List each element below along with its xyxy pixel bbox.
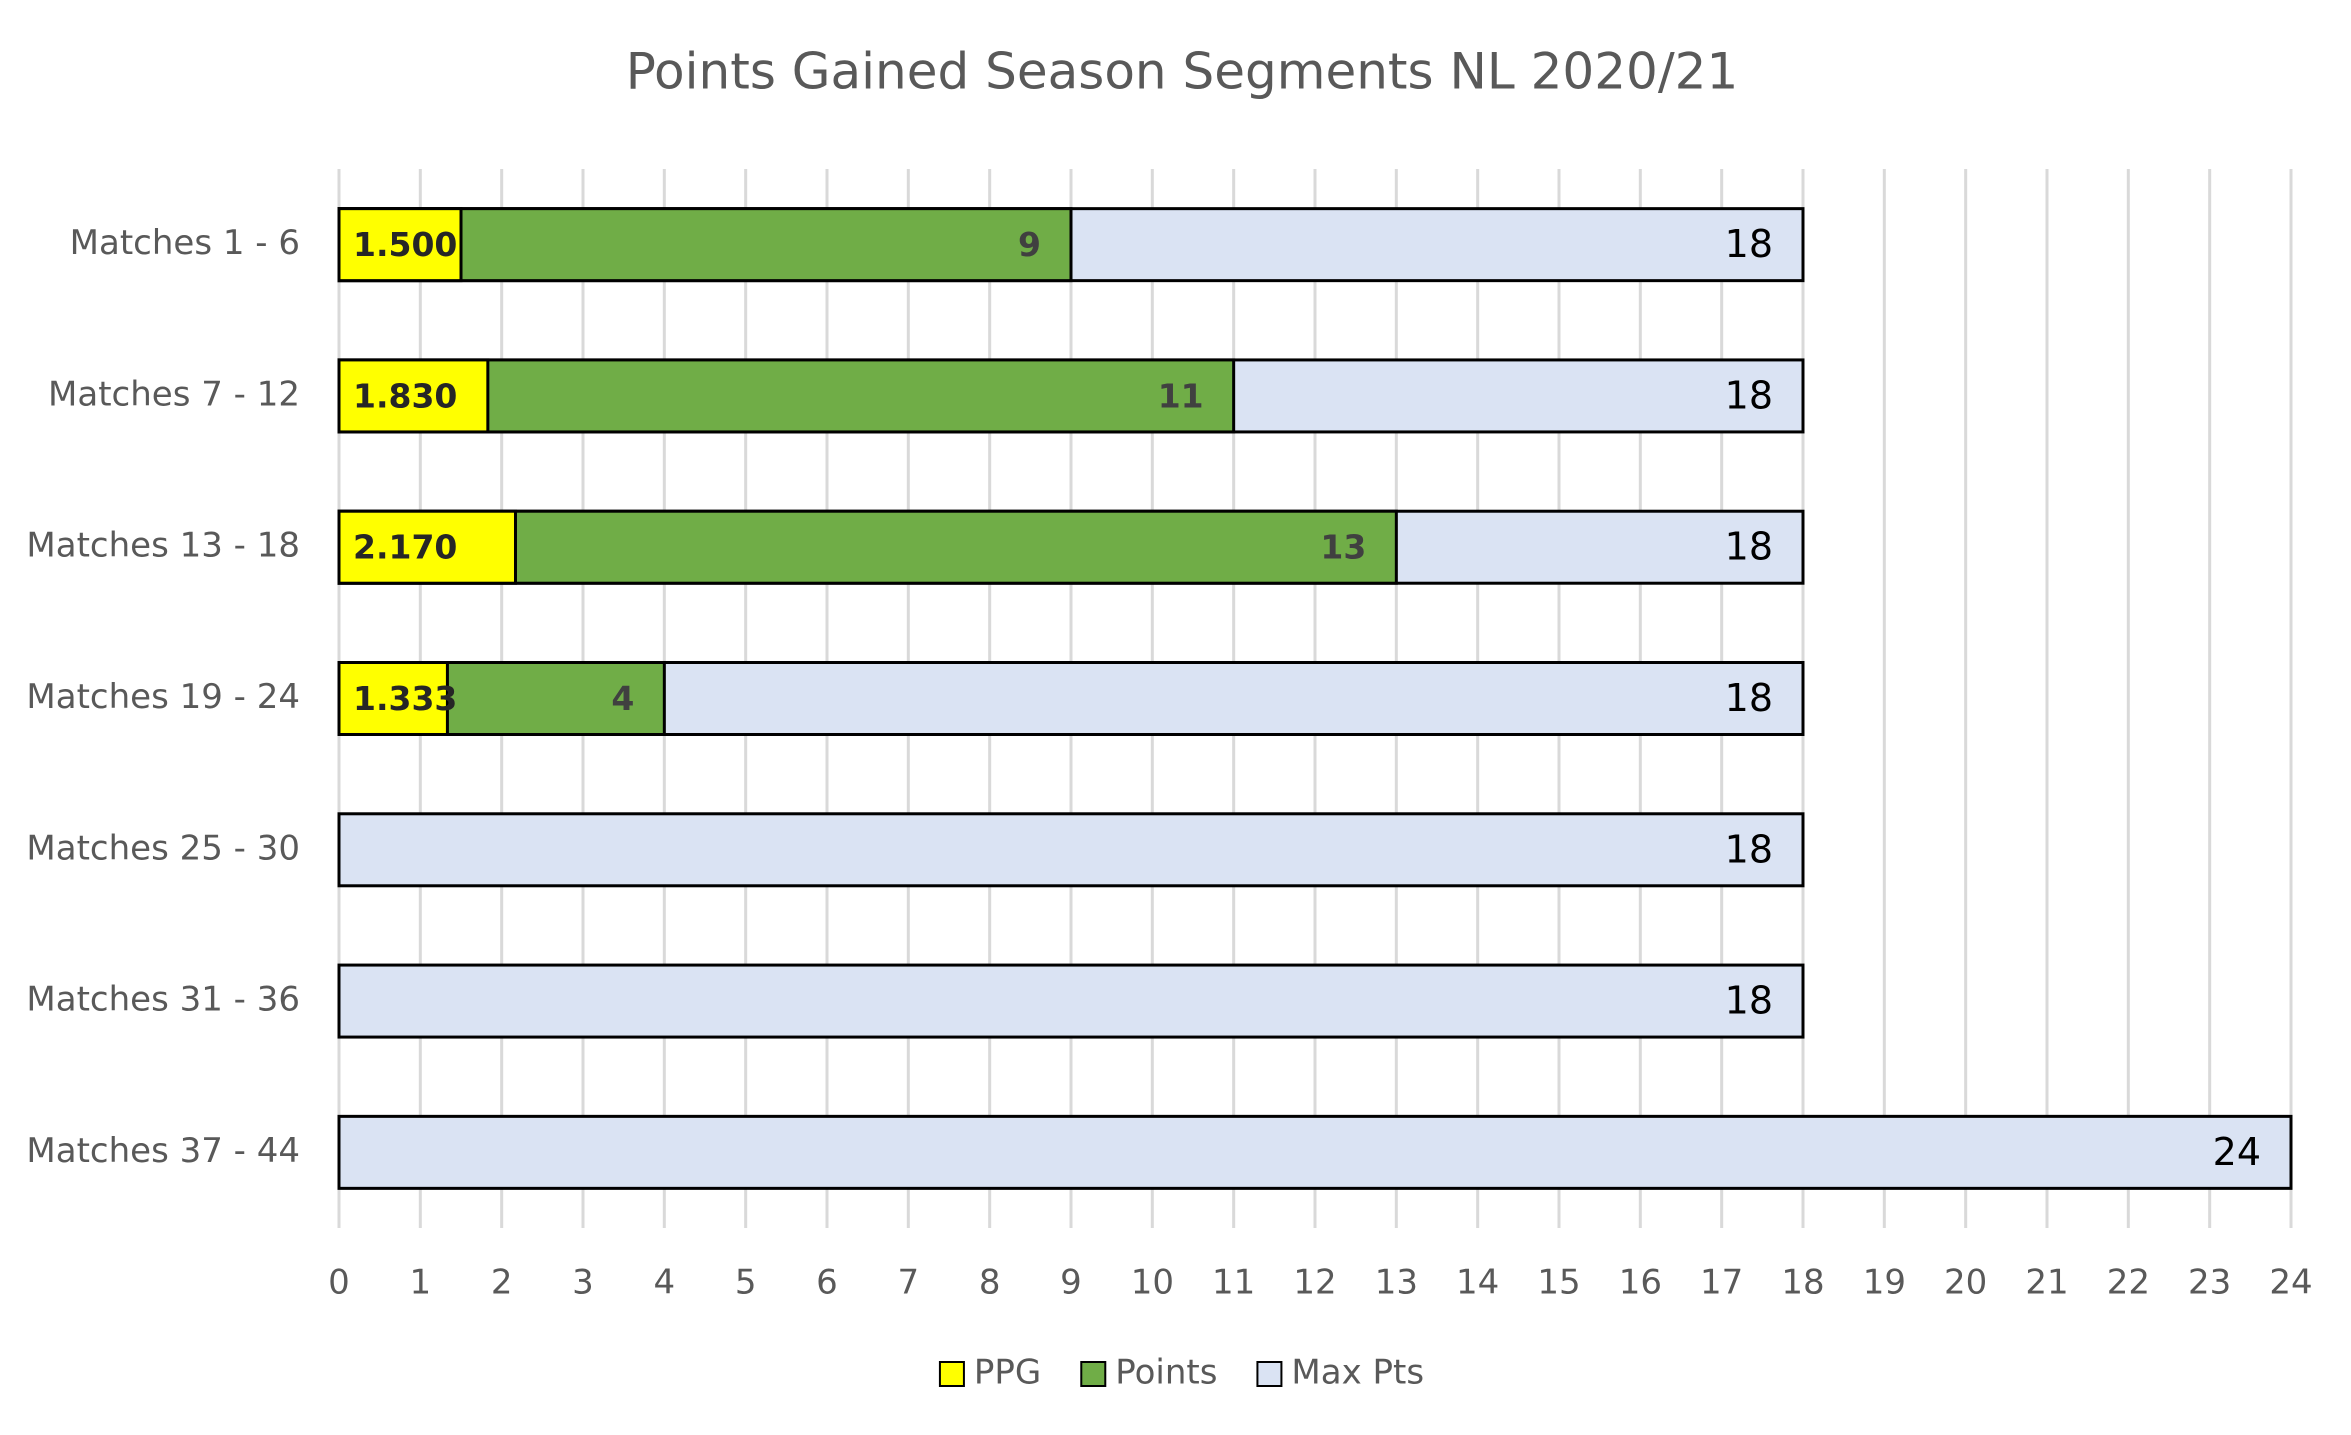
data-label: 1.500 [353, 225, 457, 264]
data-label: 18 [1725, 222, 1773, 266]
data-label: 11 [1158, 376, 1204, 415]
x-tick-label: 2 [491, 1263, 513, 1303]
legend-swatch [938, 1361, 965, 1387]
x-tick-label: 18 [1781, 1263, 1824, 1303]
x-tick-label: 14 [1456, 1263, 1499, 1303]
bar [337, 661, 449, 736]
x-tick-label: 9 [1060, 1263, 1082, 1303]
x-tick-label: 3 [572, 1263, 594, 1303]
bar [337, 509, 517, 585]
x-tick-label: 22 [2107, 1263, 2150, 1303]
x-tick-label: 19 [1863, 1263, 1906, 1303]
x-tick-label: 0 [328, 1263, 350, 1303]
data-label: 24 [2213, 1130, 2261, 1174]
legend-label: PPG [974, 1353, 1041, 1393]
y-tick-label: Matches 37 - 44 [26, 1131, 300, 1171]
legend-swatch [1256, 1361, 1283, 1387]
data-label: 18 [1725, 827, 1773, 871]
bar [337, 812, 1805, 888]
x-tick-label: 16 [1619, 1263, 1662, 1303]
bar [337, 207, 463, 283]
bar [337, 963, 1805, 1039]
x-tick-label: 15 [1537, 1263, 1580, 1303]
data-label: 13 [1320, 528, 1366, 567]
data-label: 18 [1725, 525, 1773, 569]
data-label: 4 [611, 679, 634, 718]
bar [337, 358, 490, 434]
legend-label: Max Pts [1291, 1353, 1424, 1393]
y-tick-label: Matches 13 - 18 [26, 526, 300, 566]
x-tick-label: 21 [2025, 1263, 2068, 1303]
data-label: 18 [1725, 676, 1773, 720]
data-label: 1.333 [353, 679, 457, 718]
x-tick-label: 17 [1700, 1263, 1743, 1303]
x-tick-label: 10 [1131, 1263, 1174, 1303]
data-label: 9 [1018, 225, 1041, 264]
x-tick-label: 6 [816, 1263, 838, 1303]
y-tick-label: Matches 25 - 30 [26, 828, 300, 868]
legend-label: Points [1115, 1353, 1217, 1393]
chart-title: Points Gained Season Segments NL 2020/21 [626, 43, 1739, 101]
x-tick-label: 7 [898, 1263, 920, 1303]
y-tick-label: Matches 31 - 36 [26, 980, 300, 1020]
x-tick-label: 23 [2188, 1263, 2231, 1303]
x-tick-label: 11 [1212, 1263, 1255, 1303]
data-label: 2.170 [353, 528, 457, 567]
x-tick-label: 4 [654, 1263, 676, 1303]
legend-swatch [1080, 1361, 1107, 1387]
x-tick-label: 24 [2269, 1263, 2312, 1303]
bar [337, 1114, 2293, 1190]
y-tick-label: Matches 7 - 12 [48, 374, 300, 414]
x-tick-label: 12 [1293, 1263, 1336, 1303]
y-tick-label: Matches 1 - 6 [70, 223, 300, 263]
data-label: 1.830 [353, 376, 457, 415]
data-label: 18 [1725, 373, 1773, 417]
x-tick-label: 13 [1375, 1263, 1418, 1303]
x-tick-label: 20 [1944, 1263, 1987, 1303]
data-label: 18 [1725, 979, 1773, 1023]
y-tick-label: Matches 19 - 24 [26, 677, 300, 717]
x-tick-label: 5 [735, 1263, 757, 1303]
x-tick-label: 1 [410, 1263, 432, 1303]
x-tick-label: 8 [979, 1263, 1001, 1303]
